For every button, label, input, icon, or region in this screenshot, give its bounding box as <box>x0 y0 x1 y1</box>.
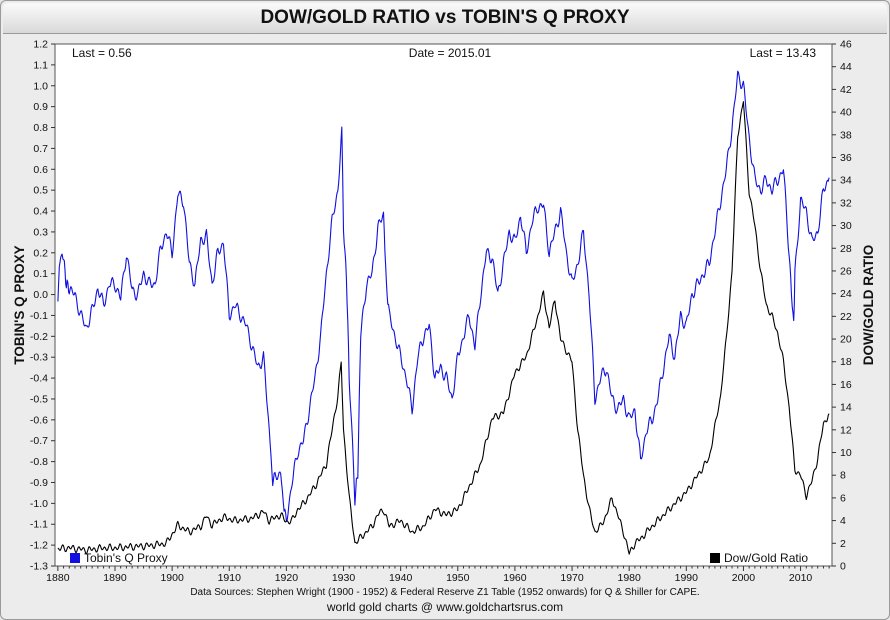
right-tick-label: 46 <box>840 39 852 51</box>
right-tick-label: 10 <box>840 447 852 459</box>
left-tick-label: -0.6 <box>30 414 48 426</box>
left-tick-label: 0.0 <box>33 289 48 301</box>
plot-area <box>54 43 833 567</box>
right-tick-label: 20 <box>840 334 852 346</box>
left-tick-label: -0.4 <box>30 373 48 385</box>
right-axis-title: DOW/GOLD RATIO <box>861 245 876 366</box>
chart-title: DOW/GOLD RATIO vs TOBIN'S Q PROXY <box>260 7 630 28</box>
right-tick-label: 22 <box>840 311 852 323</box>
right-tick-label: 14 <box>840 402 852 414</box>
x-tick-label: 1920 <box>275 572 299 584</box>
right-tick-label: 42 <box>840 84 852 96</box>
left-tick-label: 0.9 <box>33 101 48 113</box>
left-axis-title: TOBIN'S Q PROXY <box>12 245 27 364</box>
legend-swatch-dow-gold <box>710 553 720 563</box>
left-tick-label: 1.0 <box>33 80 48 92</box>
date-label: Date = 2015.01 <box>409 46 492 60</box>
right-tick-label: 30 <box>840 220 852 232</box>
left-tick-label: 0.7 <box>33 143 48 155</box>
legend-label-tobins-q: Tobin's Q Proxy <box>84 551 168 565</box>
x-tick-label: 1950 <box>446 572 470 584</box>
left-tick-label: 1.2 <box>33 39 48 51</box>
x-tick-label: 1970 <box>560 572 584 584</box>
left-last-label: Last = 0.56 <box>72 46 132 60</box>
legend-swatch-tobins-q <box>70 553 80 563</box>
right-tick-label: 16 <box>840 379 852 391</box>
right-tick-label: 6 <box>840 492 846 504</box>
right-tick-label: 28 <box>840 243 852 255</box>
left-tick-label: 0.5 <box>33 185 48 197</box>
x-tick-label: 1940 <box>389 572 413 584</box>
left-tick-label: 1.1 <box>33 59 48 71</box>
left-tick-label: -1.0 <box>30 498 48 510</box>
right-tick-label: 12 <box>840 424 852 436</box>
right-tick-label: 32 <box>840 197 852 209</box>
right-last-label: Last = 13.43 <box>750 46 817 60</box>
left-tick-label: -0.2 <box>30 331 48 343</box>
legend-label-dow-gold: Dow/Gold Ratio <box>724 551 808 565</box>
data-sources-note: Data Sources: Stephen Wright (1900 - 195… <box>190 587 699 598</box>
left-tick-label: 0.8 <box>33 122 48 134</box>
right-tick-label: 44 <box>840 61 852 73</box>
left-tick-label: 0.4 <box>33 206 48 218</box>
right-tick-label: 18 <box>840 356 852 368</box>
left-tick-label: -1.3 <box>30 561 48 573</box>
left-tick-label: 0.6 <box>33 164 48 176</box>
x-tick-label: 2000 <box>732 572 756 584</box>
right-tick-label: 2 <box>840 538 846 550</box>
x-tick-label: 1880 <box>46 572 70 584</box>
x-tick-label: 1980 <box>618 572 642 584</box>
left-tick-label: -0.3 <box>30 352 48 364</box>
x-tick-label: 1990 <box>675 572 699 584</box>
right-tick-label: 34 <box>840 175 852 187</box>
left-tick-label: -0.1 <box>30 310 48 322</box>
series-line-dow-gold <box>57 101 830 555</box>
left-tick-label: 0.2 <box>33 247 48 259</box>
x-tick-label: 1900 <box>160 572 184 584</box>
right-tick-label: 0 <box>840 561 846 573</box>
left-tick-label: -1.2 <box>30 540 48 552</box>
left-tick-label: -1.1 <box>30 519 48 531</box>
left-tick-label: 0.3 <box>33 226 48 238</box>
series-layer <box>57 70 830 555</box>
bottom-axis: 1880 1890 1900 1910 1920 1930 1940 1950 1960 1970… <box>46 566 830 584</box>
x-tick-label: 1910 <box>218 572 242 584</box>
right-tick-label: 36 <box>840 152 852 164</box>
right-tick-label: 26 <box>840 265 852 277</box>
right-tick-label: 8 <box>840 470 846 482</box>
site-credit: world gold charts @ www.goldchartsrus.co… <box>326 600 563 614</box>
right-tick-label: 24 <box>840 288 852 300</box>
x-tick-label: 2010 <box>789 572 813 584</box>
right-axis: 0246810121416182022242628303234363840424… <box>832 39 852 573</box>
right-tick-label: 4 <box>840 515 846 527</box>
left-tick-label: -0.5 <box>30 393 48 405</box>
x-tick-label: 1890 <box>103 572 127 584</box>
left-tick-label: -0.7 <box>30 435 48 447</box>
left-tick-label: -0.8 <box>30 456 48 468</box>
left-tick-label: 0.1 <box>33 268 48 280</box>
right-tick-label: 38 <box>840 129 852 141</box>
title-bar: DOW/GOLD RATIO vs TOBIN'S Q PROXY <box>3 3 887 34</box>
right-tick-label: 40 <box>840 107 852 119</box>
left-axis: -1.3 -1.2 -1.1 -1.0 -0.9 -0.8 -0.7 -0.6 -0.5 -0.4… <box>30 39 55 573</box>
x-tick-label: 1960 <box>503 572 527 584</box>
left-tick-label: -0.9 <box>30 477 48 489</box>
x-tick-label: 1930 <box>332 572 356 584</box>
series-line-tobins-q <box>57 70 830 522</box>
